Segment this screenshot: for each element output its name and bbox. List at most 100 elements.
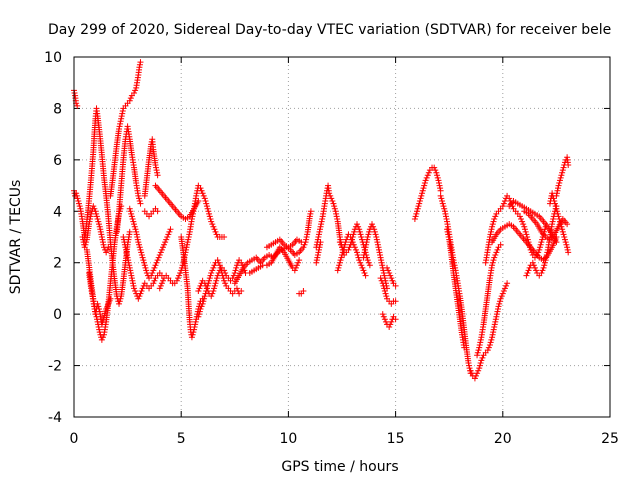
- data-point: [562, 239, 569, 246]
- data-point: [343, 236, 350, 243]
- data-point: [208, 218, 215, 225]
- data-point: [163, 236, 170, 243]
- data-point: [487, 231, 494, 238]
- data-point: [123, 249, 130, 256]
- data-point: [378, 259, 385, 266]
- data-point: [521, 223, 528, 230]
- data-point: [550, 216, 557, 222]
- data-point: [380, 270, 387, 276]
- data-point: [213, 277, 220, 284]
- data-point: [468, 370, 475, 377]
- data-point: [136, 198, 143, 204]
- data-point: [117, 118, 124, 125]
- series-low-cluster: [86, 270, 114, 328]
- data-point: [565, 162, 572, 168]
- data-point: [130, 282, 137, 289]
- data-point: [336, 259, 343, 266]
- data-point: [475, 367, 482, 374]
- data-point: [381, 272, 388, 279]
- data-point: [96, 326, 103, 333]
- data-point: [554, 208, 561, 215]
- data-point: [87, 213, 94, 220]
- data-point: [443, 216, 450, 222]
- data-point: [316, 228, 323, 235]
- data-point: [96, 306, 103, 312]
- data-point: [142, 264, 149, 271]
- data-point: [350, 231, 357, 238]
- series-nine-band: [246, 244, 303, 276]
- data-point: [291, 267, 298, 274]
- data-point: [133, 228, 140, 235]
- data-point: [521, 226, 528, 233]
- data-point: [494, 308, 501, 315]
- data-point: [118, 113, 125, 120]
- data-point: [541, 226, 548, 233]
- data-point: [425, 169, 432, 176]
- data-point: [486, 342, 493, 348]
- data-point: [361, 270, 368, 276]
- data-point: [494, 246, 501, 253]
- data-point: [232, 267, 239, 274]
- data-point: [351, 228, 358, 235]
- data-point: [215, 259, 222, 266]
- data-point: [97, 226, 104, 233]
- data-point: [358, 262, 365, 269]
- data-point: [314, 254, 321, 261]
- series-fourteen-drop: [377, 275, 399, 307]
- data-point: [132, 87, 139, 94]
- series-thirteen-fourteen: [360, 221, 391, 292]
- data-point: [537, 241, 544, 248]
- data-point: [154, 172, 161, 179]
- data-point: [197, 282, 204, 289]
- data-point: [431, 164, 438, 171]
- data-point: [136, 64, 143, 71]
- data-point: [200, 192, 207, 199]
- data-point: [196, 308, 203, 315]
- data-point: [314, 236, 321, 243]
- data-point: [336, 239, 343, 246]
- data-point: [488, 336, 495, 343]
- data-point: [201, 280, 208, 287]
- data-point: [315, 246, 322, 253]
- data-point: [189, 331, 196, 338]
- data-point: [347, 241, 354, 248]
- data-point: [128, 275, 135, 282]
- data-point: [506, 195, 513, 202]
- data-point: [356, 257, 363, 264]
- data-point: [153, 164, 160, 171]
- data-point: [213, 275, 220, 282]
- data-point: [208, 270, 215, 276]
- data-point: [238, 288, 245, 294]
- data-point: [186, 231, 193, 238]
- data-point: [121, 241, 128, 248]
- data-point: [387, 321, 394, 328]
- data-point: [342, 239, 349, 246]
- data-point: [414, 208, 421, 215]
- data-point: [121, 239, 128, 246]
- data-point: [361, 249, 368, 256]
- data-point: [116, 126, 123, 132]
- data-point: [498, 293, 505, 300]
- data-point: [424, 172, 431, 179]
- data-point: [559, 167, 566, 174]
- data-point: [154, 169, 161, 176]
- data-point: [82, 241, 89, 248]
- data-point: [100, 241, 107, 248]
- data-point: [551, 198, 558, 204]
- data-point: [525, 267, 532, 274]
- data-point: [141, 262, 148, 269]
- data-point: [156, 252, 163, 258]
- data-point: [541, 259, 548, 266]
- data-point: [538, 270, 545, 276]
- data-point: [331, 205, 338, 212]
- data-point: [128, 210, 135, 217]
- data-point: [199, 190, 206, 197]
- data-point: [346, 244, 353, 251]
- data-point: [319, 216, 326, 222]
- data-point: [552, 203, 559, 210]
- data-point: [553, 190, 560, 197]
- data-point: [437, 192, 444, 199]
- data-point: [303, 234, 310, 240]
- data-point: [300, 288, 307, 294]
- data-point: [126, 264, 133, 271]
